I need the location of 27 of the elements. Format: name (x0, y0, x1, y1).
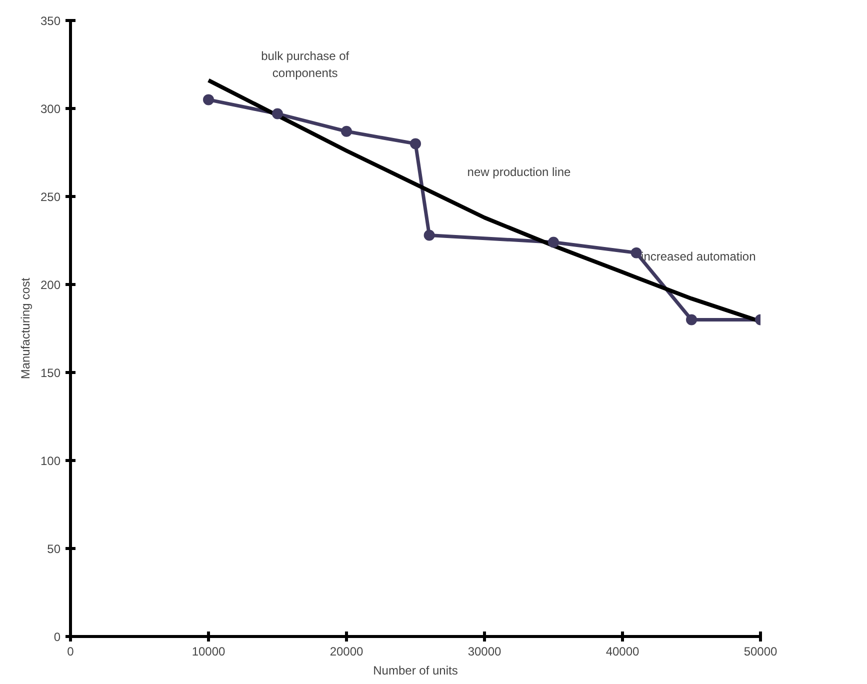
annotation: bulk purchase of components (261, 49, 350, 80)
y-tick-label: 200 (40, 278, 61, 292)
x-axis-title: Number of units (373, 664, 458, 678)
point (630, 247, 642, 258)
x-tick-label: 30000 (468, 644, 502, 658)
point (341, 126, 352, 137)
point (203, 94, 214, 106)
x-tick-label: 50000 (744, 644, 778, 658)
y-tick-label: 350 (40, 14, 61, 28)
point (410, 138, 421, 150)
y-tick-label: 250 (40, 190, 61, 204)
x-tick-label: 10000 (192, 644, 226, 658)
y-axis-title: Manufacturing cost (18, 277, 32, 380)
y-tick-label: 100 (40, 454, 61, 468)
point (272, 108, 283, 120)
x-tick-label: 20000 (330, 644, 364, 658)
annotation: increased automation (641, 249, 756, 264)
point (548, 236, 559, 248)
annotation: new production line (467, 164, 572, 179)
y-tick-label: 300 (40, 102, 61, 116)
y-tick-label: 50 (47, 542, 61, 556)
point (424, 230, 435, 241)
x-tick-label: 0 (67, 644, 74, 658)
x-tick-label: 40000 (606, 644, 640, 658)
y-tick-label: 0 (54, 630, 61, 644)
y-tick-label: 150 (40, 366, 61, 380)
point (686, 314, 697, 326)
